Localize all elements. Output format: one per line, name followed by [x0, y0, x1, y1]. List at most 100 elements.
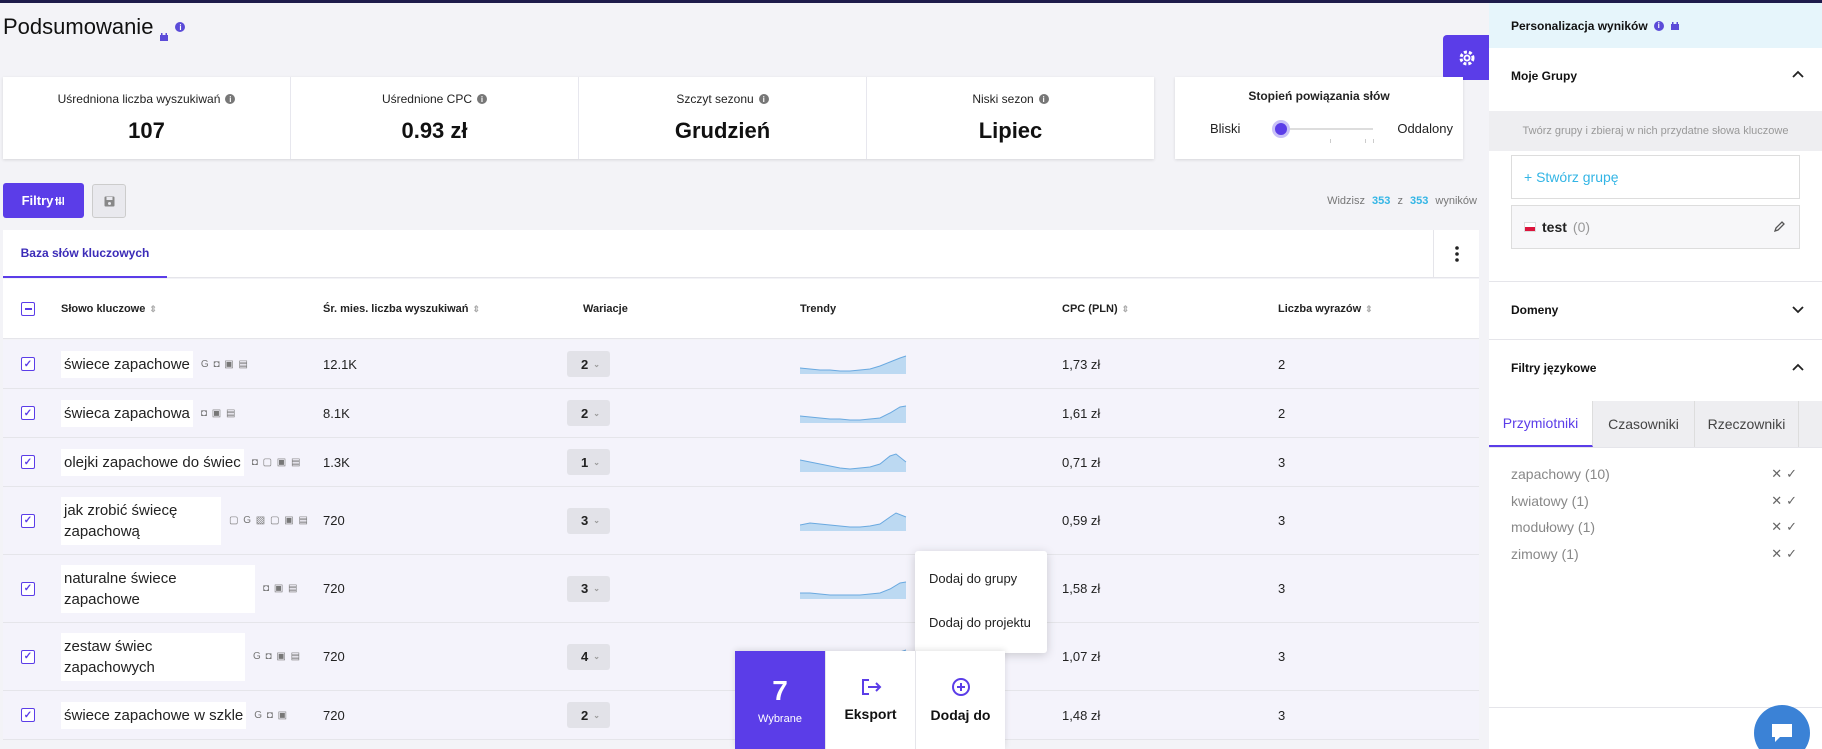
stat-value: 107 [128, 118, 165, 143]
variations-cell: 2 ⌄ [567, 340, 610, 388]
variations-dropdown[interactable]: 1 ⌄ [567, 449, 610, 475]
trend-sparkline [800, 581, 907, 599]
row-checkbox[interactable]: ✓ [21, 708, 35, 722]
info-icon[interactable]: i [477, 94, 488, 104]
trend-cell [800, 438, 908, 486]
row-checkbox[interactable]: ✓ [21, 513, 35, 528]
table-row[interactable]: ✓ świeca zapachowa ◘ ▣ ▤ 8.1K 2 ⌄ 1,61 z… [3, 389, 1479, 438]
reject-accept-icons[interactable]: ✕✓ [1771, 466, 1801, 481]
reject-accept-icons[interactable]: ✕✓ [1771, 519, 1801, 534]
col-keyword[interactable]: Słowo kluczowe ⇕ [61, 279, 157, 339]
settings-button[interactable] [1443, 35, 1490, 80]
filter-icon [55, 196, 65, 205]
tab-nouns[interactable]: Rzeczowniki [1695, 401, 1799, 447]
keyword-text[interactable]: świeca zapachowa [61, 399, 193, 427]
lang-item-label: kwiatowy (1) [1511, 493, 1589, 509]
results-total: 353 [1410, 195, 1429, 207]
row-checkbox[interactable]: ✓ [21, 406, 35, 420]
trend-sparkline [800, 453, 907, 472]
chevron-down-icon: ⌄ [593, 652, 600, 661]
info-icon[interactable]: i [225, 94, 236, 104]
cpc-cell: 1,58 zł [1062, 581, 1101, 596]
relation-slider-track[interactable] [1281, 128, 1373, 130]
tab-keyword-base[interactable]: Baza słów kluczowych [3, 230, 167, 278]
variations-dropdown[interactable]: 2 ⌄ [567, 400, 610, 426]
col-searches[interactable]: Śr. mies. liczba wyszukiwań ⇕ [323, 279, 480, 339]
tab-verbs[interactable]: Czasowniki [1593, 401, 1695, 447]
word-count-cell: 2 [1278, 356, 1286, 372]
info-icon[interactable]: i [1038, 94, 1049, 104]
chat-button[interactable] [1754, 705, 1810, 749]
relation-right-label: Oddalony [1397, 121, 1453, 136]
stat-value: 0.93 zł [401, 118, 468, 143]
chevron-up-icon[interactable] [1792, 360, 1804, 374]
row-checkbox[interactable]: ✓ [21, 455, 35, 469]
tab-adjectives[interactable]: Przymiotniki [1489, 401, 1593, 447]
export-icon [861, 679, 881, 695]
page-title: Podsumowanie i [3, 14, 186, 41]
sort-icon: ⇕ [149, 303, 157, 314]
col-label: Słowo kluczowe [61, 303, 146, 315]
reject-accept-icons[interactable]: ✕✓ [1771, 546, 1801, 561]
col-word-count[interactable]: Liczba wyrazów ⇕ [1278, 279, 1373, 339]
filters-button[interactable]: Filtry [3, 183, 84, 218]
sidebar-title: Personalizacja wyników [1511, 18, 1648, 33]
stat-value: Grudzień [674, 118, 771, 143]
chevron-up-icon[interactable] [1792, 67, 1804, 81]
row-checkbox[interactable]: ✓ [21, 581, 35, 596]
searches-cell: 8.1K [323, 405, 350, 421]
keyword-text[interactable]: olejki zapachowe do świec [61, 448, 244, 476]
variations-value: 1 [581, 454, 589, 470]
keyword-text[interactable]: naturalne świece zapachowe [61, 564, 255, 613]
keyword-cell: zestaw świec zapachowych G ◘ ▣ ▤ [61, 623, 301, 690]
info-icon[interactable]: i [1653, 20, 1664, 31]
info-icon[interactable]: i [175, 22, 186, 32]
trend-cell [800, 340, 908, 388]
table-row[interactable]: ✓ świece zapachowe G ◘ ▣ ▤ 12.1K 2 ⌄ 1,7… [3, 340, 1479, 389]
group-item-test[interactable]: test (0) [1511, 205, 1800, 249]
table-header: Słowo kluczowe ⇕ Śr. mies. liczba wyszuki… [3, 279, 1479, 339]
lang-filters-title[interactable]: Filtry językowe [1511, 361, 1597, 375]
chevron-down-icon[interactable] [1792, 303, 1804, 317]
col-label: CPC (PLN) [1062, 303, 1118, 315]
my-groups-title[interactable]: Moje Grupy [1511, 69, 1578, 83]
row-checkbox[interactable]: ✓ [21, 649, 35, 664]
row-checkbox[interactable]: ✓ [21, 357, 35, 371]
more-options-button[interactable] [1433, 230, 1479, 278]
variations-cell: 3 ⌄ [567, 555, 610, 622]
table-row[interactable]: ✓ olejki zapachowe do świec ◘ ▢ ▣ ▤ 1.3K… [3, 438, 1479, 487]
keyword-text[interactable]: zestaw świec zapachowych [61, 632, 245, 681]
save-button[interactable] [92, 184, 126, 218]
create-group-button[interactable]: + Stwórz grupę [1511, 155, 1800, 199]
word-relation-panel: Stopień powiązania słów Bliski Oddalony [1175, 77, 1463, 159]
menu-add-to-group[interactable]: Dodaj do grupy [929, 571, 1018, 586]
col-cpc[interactable]: CPC (PLN) ⇕ [1062, 279, 1129, 339]
variations-dropdown[interactable]: 2 ⌄ [567, 351, 610, 377]
menu-add-to-project[interactable]: Dodaj do projektu [929, 615, 1031, 630]
serp-feature-icons: ◘ ▢ ▣ ▤ [251, 456, 302, 468]
export-button[interactable]: Eksport [825, 651, 915, 749]
variations-dropdown[interactable]: 4 ⌄ [567, 643, 610, 670]
relation-slider-thumb[interactable] [1272, 120, 1290, 138]
keyword-text[interactable]: świece zapachowe [61, 350, 193, 378]
keyword-text[interactable]: świece zapachowe w szkle [61, 701, 247, 729]
stat-label: Uśredniona liczba wyszukiwań [57, 92, 221, 106]
domains-title[interactable]: Domeny [1511, 303, 1559, 317]
select-all-checkbox[interactable] [21, 302, 35, 316]
variations-dropdown[interactable]: 2 ⌄ [567, 702, 610, 728]
variations-value: 4 [581, 649, 589, 664]
table-row[interactable]: ✓ naturalne świece zapachowe ◘ ▣ ▤ 720 3… [3, 555, 1479, 623]
keyword-text[interactable]: jak zrobić świecę zapachową [61, 496, 221, 545]
add-to-button[interactable]: Dodaj do [915, 651, 1005, 749]
edit-icon[interactable] [1773, 220, 1785, 236]
sort-icon: ⇕ [472, 303, 481, 314]
keyword-cell: świece zapachowe w szkle G ◘ ▣ [61, 691, 288, 739]
info-icon[interactable]: i [758, 94, 769, 104]
variations-dropdown[interactable]: 3 ⌄ [567, 575, 610, 602]
variations-dropdown[interactable]: 3 ⌄ [567, 507, 610, 534]
table-row[interactable]: ✓ jak zrobić świecę zapachową ▢ G ▧ ▢ ▣ … [3, 487, 1479, 555]
variations-value: 3 [581, 513, 589, 528]
word-count-cell: 3 [1278, 454, 1286, 470]
reject-accept-icons[interactable]: ✕✓ [1771, 493, 1801, 508]
row-select-cell: ✓ [21, 340, 35, 388]
